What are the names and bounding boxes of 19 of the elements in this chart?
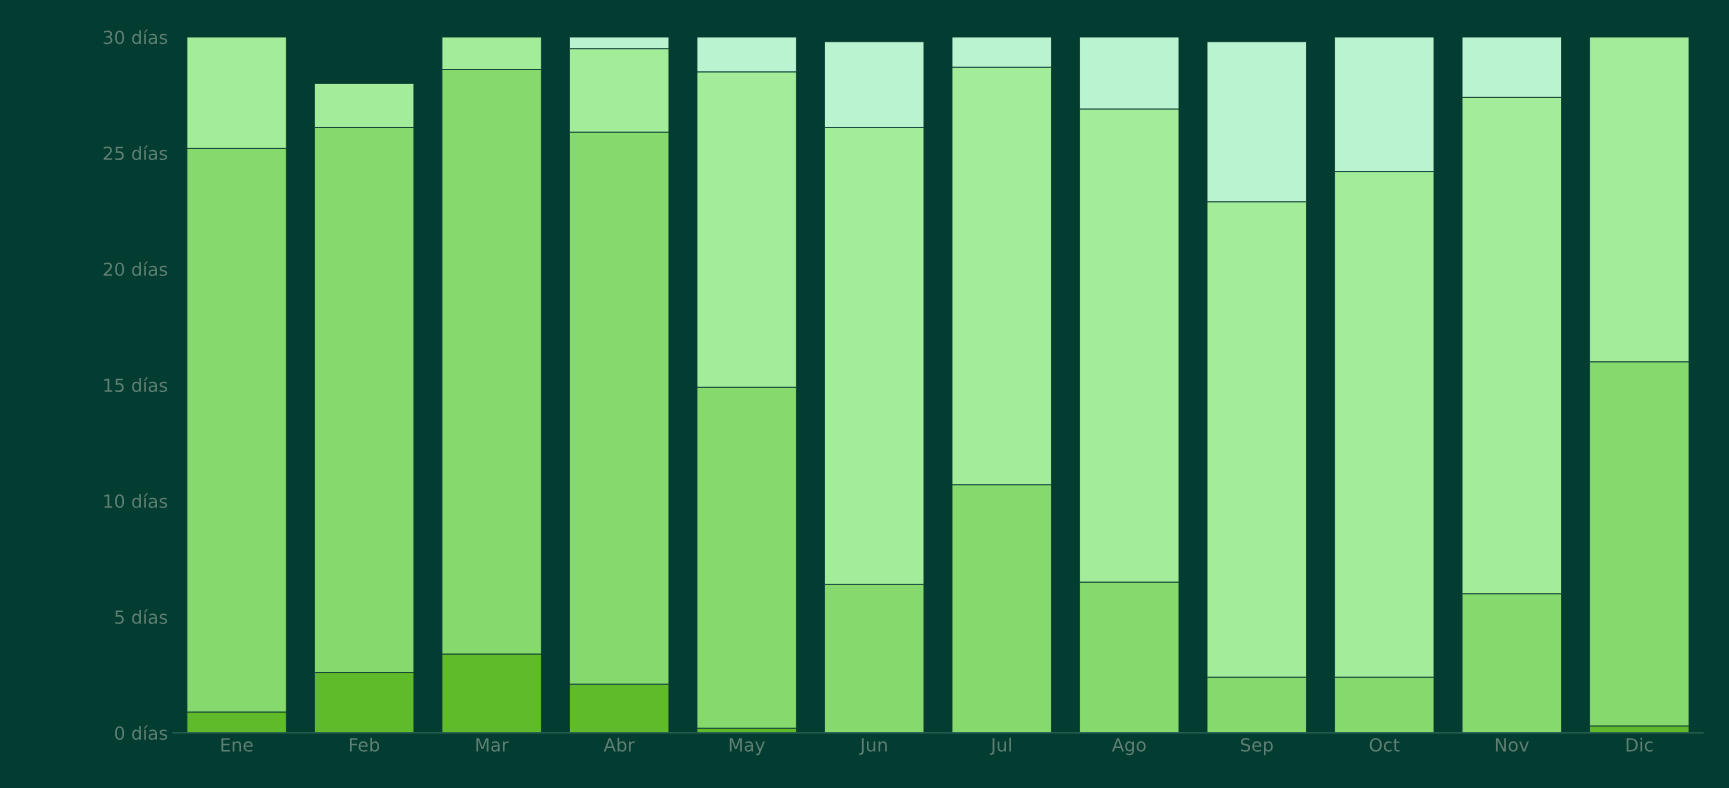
y-tick-label: 15 días (104, 377, 168, 393)
x-tick-label: Jun (859, 738, 887, 756)
y-tick-label: 25 días (103, 145, 168, 161)
x-tick-label: Ago (1111, 738, 1146, 756)
x-tick-label: Mar (476, 738, 509, 752)
x-tick-label: Oct (1369, 738, 1400, 752)
y-tick-label: 0 días (115, 725, 168, 740)
x-tick-label: Nov (1495, 738, 1529, 752)
x-tick-label: Sep (1240, 738, 1273, 756)
x-tick-label: Ene (221, 738, 253, 752)
x-tick-label: Abr (603, 737, 635, 752)
x-tick-label: Dic (1626, 737, 1653, 752)
x-tick-label: May (729, 738, 765, 756)
y-tick-label: 5 días (115, 609, 168, 624)
y-tick-label: 10 días (104, 493, 168, 509)
x-tick-label: Jul (989, 737, 1011, 756)
x-tick-label: Feb (349, 737, 380, 752)
y-tick-label: 30 días (103, 29, 168, 45)
y-tick-label: 20 días (103, 261, 168, 277)
